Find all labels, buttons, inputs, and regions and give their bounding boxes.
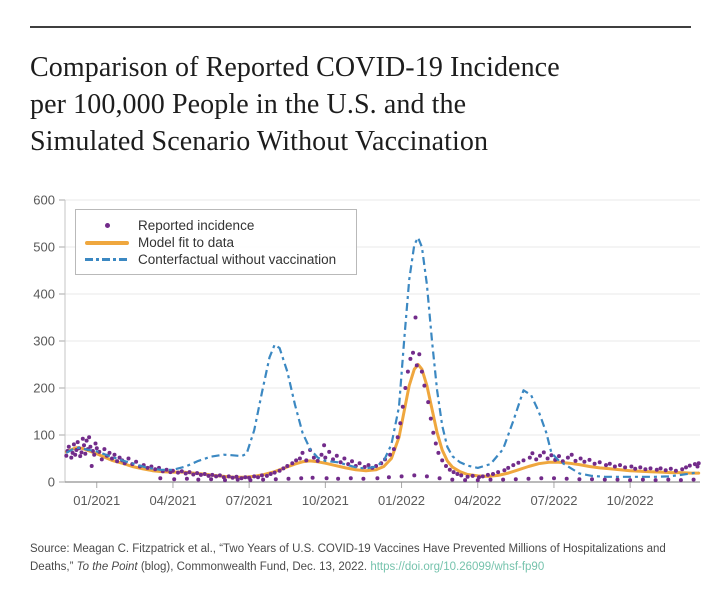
svg-text:0: 0 — [48, 475, 55, 490]
legend-label-model: Model fit to data — [138, 235, 235, 250]
svg-text:01/2021: 01/2021 — [73, 493, 120, 508]
svg-text:04/2021: 04/2021 — [149, 493, 196, 508]
reported-dot-marker-icon — [104, 223, 110, 228]
svg-text:01/2022: 01/2022 — [378, 493, 425, 508]
source-text: Source: Meagan C. Fitzpatrick et al., “T… — [30, 543, 666, 573]
svg-text:400: 400 — [33, 287, 55, 302]
svg-text:10/2022: 10/2022 — [607, 493, 654, 508]
svg-text:200: 200 — [33, 381, 55, 396]
chart-canvas: 0 100 200 300 400 500 600 01/2021 04/2021 07/2021… — [33, 193, 701, 508]
legend-label-counterfactual: Conterfactual without vaccination — [138, 252, 337, 267]
header-rule — [30, 26, 691, 28]
svg-text:300: 300 — [33, 334, 55, 349]
incidence-chart: 0 100 200 300 400 500 600 01/2021 04/2021 07/2021… — [0, 190, 720, 520]
svg-text:04/2022: 04/2022 — [454, 493, 501, 508]
page-title-line-3: Simulated Scenario Without Vaccination — [30, 125, 489, 157]
svg-text:10/2021: 10/2021 — [302, 493, 349, 508]
page-title-line-2: per 100,000 People in the U.S. and the — [30, 88, 467, 120]
legend-row-counterfactual: Conterfactual without vaccination — [84, 251, 348, 268]
source-middle: (blog), Commonwealth Fund, Dec. 13, 2022… — [137, 560, 371, 573]
svg-text:600: 600 — [33, 193, 55, 208]
svg-text:100: 100 — [33, 428, 55, 443]
counterfactual-dash-marker-icon — [85, 258, 129, 261]
svg-text:07/2022: 07/2022 — [530, 493, 577, 508]
legend-row-reported: Reported incidence — [84, 217, 348, 234]
page-title: Comparison of Reported COVID-19 Incidenc… — [30, 50, 670, 161]
model-line-marker-icon — [85, 240, 129, 245]
source-note: Source: Meagan C. Fitzpatrick et al., “T… — [30, 541, 694, 577]
doi-link[interactable]: https://doi.org/10.26099/whsf-fp90 — [370, 560, 545, 573]
source-publication: To the Point — [76, 560, 138, 573]
chart-legend: Reported incidence Model fit to data Con… — [75, 209, 357, 275]
svg-text:500: 500 — [33, 240, 55, 255]
page-title-line-1: Comparison of Reported COVID-19 Incidenc… — [30, 52, 560, 83]
svg-text:07/2021: 07/2021 — [226, 493, 273, 508]
legend-row-model: Model fit to data — [84, 234, 348, 251]
legend-label-reported: Reported incidence — [138, 218, 255, 233]
